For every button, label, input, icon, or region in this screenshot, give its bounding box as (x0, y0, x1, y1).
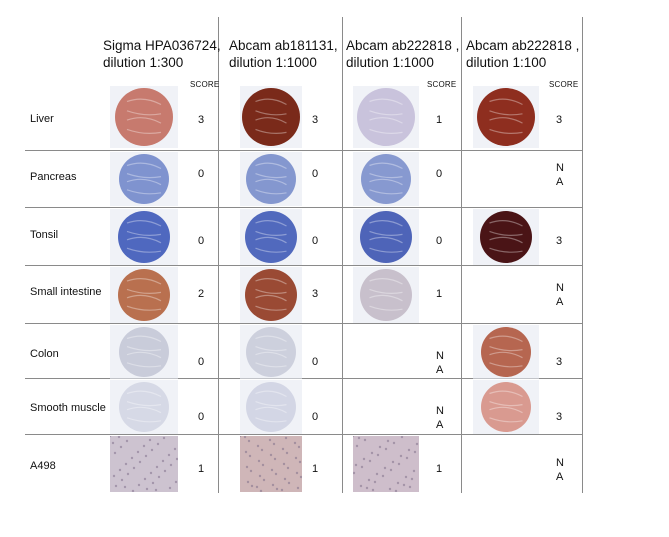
score-smooth-muscle-col2: 0 (312, 411, 319, 423)
tissue-image-tonsil-col3 (353, 209, 419, 265)
row-label-colon: Colon (30, 348, 59, 360)
tissue-image-a498-col1 (110, 436, 178, 492)
score-pancreas-col2: 0 (312, 168, 319, 180)
column-divider-4 (582, 17, 583, 493)
score-liver-col1: 3 (198, 114, 205, 126)
column-divider-1 (218, 17, 219, 493)
row-label-tonsil: Tonsil (30, 229, 59, 241)
score-small-intestine-col1: 2 (198, 288, 205, 300)
score-liver-col4: 3 (556, 114, 563, 126)
column-header-3-dilution: dilution 1:1000 (346, 55, 434, 70)
score-colon-col1: 0 (198, 356, 205, 368)
score-small-intestine-col4: N A (556, 282, 564, 308)
tissue-image-tonsil-col2 (240, 209, 302, 265)
score-colon-col4: 3 (556, 356, 563, 368)
score-a498-col2: 1 (312, 463, 319, 475)
tissue-image-pancreas-col3 (353, 152, 419, 206)
column-header-4: Abcam ab222818 , dilution 1:100 (466, 37, 579, 71)
tissue-image-a498-col2 (240, 436, 302, 492)
row-divider-1 (25, 150, 583, 151)
row-divider-2 (25, 207, 583, 208)
score-pancreas-col4: N A (556, 162, 564, 188)
row-divider-3 (25, 265, 583, 266)
row-label-a498: A498 (30, 460, 56, 472)
tissue-image-pancreas-col2 (240, 152, 302, 206)
score-header-4: SCORE (549, 80, 579, 89)
tissue-image-liver-col2 (240, 86, 302, 148)
tissue-image-pancreas-col1 (110, 152, 178, 206)
tissue-image-tonsil-col4 (473, 209, 539, 265)
score-small-intestine-col2: 3 (312, 288, 319, 300)
tissue-image-liver-col1 (110, 86, 178, 148)
score-tonsil-col2: 0 (312, 235, 319, 247)
score-header-1: SCORE (190, 80, 220, 89)
tissue-image-smooth-muscle-col1 (110, 380, 178, 434)
score-small-intestine-col3: 1 (436, 288, 443, 300)
score-header-3: SCORE (427, 80, 457, 89)
tissue-image-smooth-muscle-col2 (240, 380, 302, 434)
score-pancreas-col3: 0 (436, 168, 443, 180)
column-divider-2 (342, 17, 343, 493)
tissue-image-smooth-muscle-col4 (473, 380, 539, 434)
column-header-2-dilution: dilution 1:1000 (229, 55, 317, 70)
score-smooth-muscle-col4: 3 (556, 411, 563, 423)
score-pancreas-col1: 0 (198, 168, 205, 180)
score-colon-col2: 0 (312, 356, 319, 368)
tissue-image-small-intestine-col2 (240, 267, 302, 323)
column-header-1-dilution: dilution 1:300 (103, 55, 184, 70)
score-liver-col3: 1 (436, 114, 443, 126)
score-smooth-muscle-col1: 0 (198, 411, 205, 423)
tissue-image-small-intestine-col3 (353, 267, 419, 323)
row-label-small-intestine: Small intestine (30, 286, 102, 298)
column-divider-3 (461, 17, 462, 493)
score-smooth-muscle-col3: N A (436, 405, 444, 431)
tissue-image-colon-col2 (240, 325, 302, 379)
score-liver-col2: 3 (312, 114, 319, 126)
row-label-liver: Liver (30, 113, 54, 125)
row-divider-4 (25, 323, 583, 324)
tissue-image-a498-col3 (353, 436, 419, 492)
score-tonsil-col4: 3 (556, 235, 563, 247)
column-header-2: Abcam ab181131, dilution 1:1000 (229, 37, 338, 71)
column-header-3: Abcam ab222818 , dilution 1:1000 (346, 37, 459, 71)
tissue-image-liver-col4 (473, 86, 539, 148)
row-label-smooth-muscle: Smooth muscle (30, 402, 106, 414)
score-a498-col4: N A (556, 457, 564, 483)
score-a498-col3: 1 (436, 463, 443, 475)
tissue-image-tonsil-col1 (110, 209, 178, 265)
column-header-3-antibody: Abcam ab222818 , (346, 38, 460, 53)
tissue-image-colon-col4 (473, 325, 539, 379)
column-header-4-dilution: dilution 1:100 (466, 55, 547, 70)
score-a498-col1: 1 (198, 463, 205, 475)
column-header-2-antibody: Abcam ab181131, (229, 38, 338, 53)
tissue-image-liver-col3 (353, 86, 419, 148)
score-tonsil-col1: 0 (198, 235, 205, 247)
score-tonsil-col3: 0 (436, 235, 443, 247)
column-header-1-antibody: Sigma HPA036724, (103, 38, 221, 53)
column-header-4-antibody: Abcam ab222818 , (466, 38, 580, 53)
row-label-pancreas: Pancreas (30, 171, 77, 183)
row-divider-5 (25, 378, 583, 379)
tissue-image-small-intestine-col1 (110, 267, 178, 323)
score-colon-col3: N A (436, 350, 444, 376)
row-divider-6 (25, 434, 583, 435)
column-header-1: Sigma HPA036724, dilution 1:300 (103, 37, 221, 71)
tissue-image-colon-col1 (110, 325, 178, 379)
